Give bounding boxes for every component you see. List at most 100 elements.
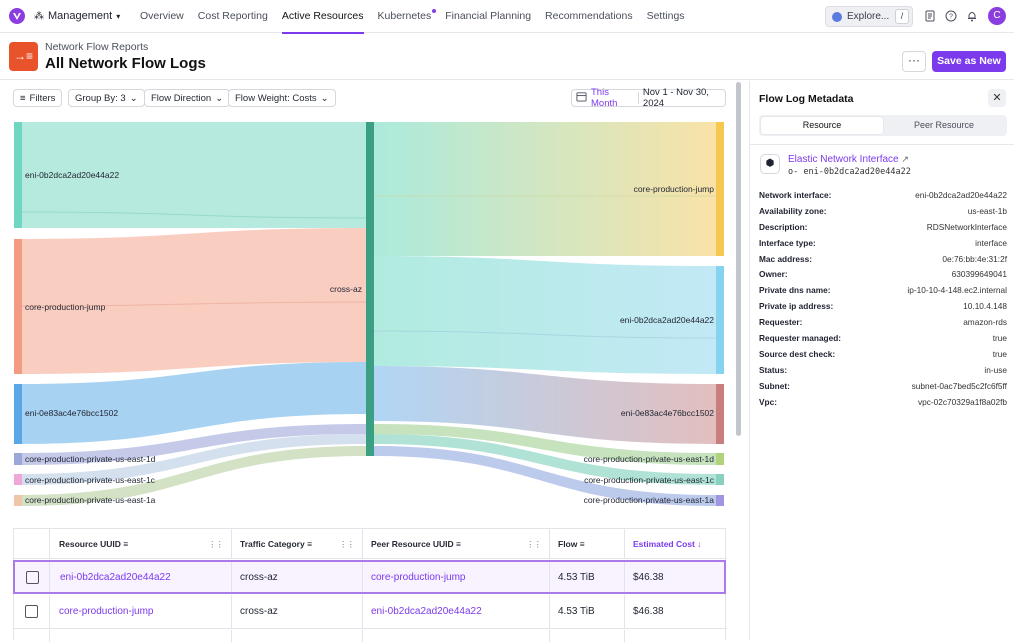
- sankey-link[interactable]: [372, 366, 716, 444]
- resource-type-link[interactable]: Elastic Network Interface ↗: [788, 154, 909, 165]
- cell-traffic-category: [232, 630, 363, 642]
- explore-search[interactable]: Explore... /: [825, 6, 913, 27]
- sort-desc-icon[interactable]: ↓: [697, 539, 702, 549]
- sankey-link[interactable]: [372, 446, 716, 506]
- sankey-link[interactable]: [20, 434, 366, 485]
- cell-estimated-cost: $46.38: [633, 571, 664, 583]
- sankey-node[interactable]: [716, 495, 724, 506]
- column-traffic-category[interactable]: Traffic Category ≡ ⋮⋮: [232, 529, 363, 559]
- help-icon[interactable]: ?: [945, 10, 957, 22]
- sankey-node-label: eni-0e83ac4e76bcc1502: [25, 408, 118, 418]
- panel-title: Flow Log Metadata: [759, 93, 854, 105]
- drag-handle-icon[interactable]: ⋮⋮: [208, 539, 224, 549]
- main-scrollbar[interactable]: [736, 82, 741, 436]
- sankey-link[interactable]: [372, 434, 716, 485]
- sankey-node[interactable]: [14, 453, 22, 465]
- sankey-link[interactable]: [20, 446, 366, 506]
- sankey-node[interactable]: [716, 266, 724, 374]
- org-switcher[interactable]: ⁂ Management ▾: [34, 10, 120, 22]
- group-by-dropdown[interactable]: Group By: 3 ⌄: [68, 89, 145, 107]
- drag-handle-icon[interactable]: ⋮⋮: [339, 539, 355, 549]
- metadata-list: Network interface: eni-0b2dca2ad20e44a22 A…: [759, 190, 1007, 412]
- cell-flow: 4.53 TiB: [550, 595, 625, 628]
- sankey-link[interactable]: [20, 122, 366, 228]
- nav-cost-reporting[interactable]: Cost Reporting: [197, 10, 268, 22]
- metadata-panel: Flow Log Metadata ✕ Resource Peer Resour…: [749, 81, 1014, 640]
- metadata-row: Requester managed: true: [759, 333, 1007, 349]
- sankey-node[interactable]: [14, 474, 22, 485]
- nav-overview[interactable]: Overview: [140, 10, 184, 22]
- sankey-node[interactable]: [716, 474, 724, 485]
- date-range-picker[interactable]: This Month Nov 1 - Nov 30, 2024: [571, 87, 726, 109]
- sankey-node[interactable]: [716, 453, 724, 465]
- cell-flow: [550, 630, 625, 642]
- metadata-row: Network interface: eni-0b2dca2ad20e44a22: [759, 190, 1007, 206]
- nav-recommendations[interactable]: Recommendations: [545, 10, 633, 22]
- drag-handle-icon[interactable]: ⋮⋮: [526, 539, 542, 549]
- sankey-node[interactable]: [14, 384, 22, 444]
- metadata-value: true: [992, 348, 1007, 359]
- sankey-link[interactable]: [372, 256, 716, 374]
- breadcrumb[interactable]: Network Flow Reports: [45, 41, 149, 53]
- docs-icon[interactable]: [924, 10, 936, 22]
- sankey-link[interactable]: [372, 122, 716, 256]
- app-logo-icon[interactable]: [9, 8, 25, 24]
- column-peer-resource-uuid[interactable]: Peer Resource UUID ≡ ⋮⋮: [363, 529, 550, 559]
- sankey-link[interactable]: [20, 362, 366, 444]
- table-row[interactable]: [14, 630, 727, 642]
- cell-resource-uuid[interactable]: core-production-jump: [50, 595, 232, 628]
- save-as-new-button[interactable]: Save as New: [932, 51, 1006, 72]
- sankey-node-label: core-production-private-us-east-1a: [584, 495, 715, 505]
- bell-icon[interactable]: [966, 10, 978, 22]
- close-icon[interactable]: ✕: [988, 89, 1006, 107]
- metadata-row: Source dest check: true: [759, 349, 1007, 365]
- sankey-node[interactable]: [716, 384, 724, 444]
- nav-financial-planning[interactable]: Financial Planning: [445, 10, 532, 22]
- sort-icon[interactable]: ≡: [123, 539, 129, 549]
- sankey-link[interactable]: [372, 424, 716, 465]
- sankey-link[interactable]: [20, 228, 366, 374]
- cell-resource-uuid[interactable]: eni-0b2dca2ad20e44a22: [50, 562, 232, 592]
- nav-active-resources[interactable]: Active Resources: [281, 0, 364, 34]
- nav-kubernetes[interactable]: Kubernetes: [378, 0, 437, 33]
- chart-doc-icon: [25, 605, 38, 618]
- sankey-diagram: eni-0b2dca2ad20e44a22 core-production-ju…: [14, 122, 724, 506]
- sankey-node[interactable]: [14, 239, 22, 374]
- table-row[interactable]: core-production-jump cross-az eni-0b2dca…: [14, 595, 727, 629]
- row-details-icon[interactable]: [15, 562, 50, 592]
- group-by-label: Group By: 3: [75, 92, 126, 104]
- row-details-icon[interactable]: [14, 595, 50, 628]
- flow-direction-dropdown[interactable]: Flow Direction ⌄: [144, 89, 231, 107]
- metadata-row: Vpc: vpc-02c70329a1f8a02fb: [759, 397, 1007, 413]
- flow-weight-dropdown[interactable]: Flow Weight: Costs ⌄: [228, 89, 336, 107]
- sankey-node[interactable]: [716, 122, 724, 256]
- more-options-button[interactable]: ···: [902, 51, 926, 72]
- sankey-link: [19, 301, 367, 307]
- table-row[interactable]: eni-0b2dca2ad20e44a22 cross-az core-prod…: [13, 560, 726, 594]
- sort-icon[interactable]: ≡: [579, 539, 585, 549]
- user-avatar[interactable]: C: [988, 7, 1006, 25]
- column-resource-uuid[interactable]: Resource UUID ≡ ⋮⋮: [50, 529, 232, 559]
- sankey-link[interactable]: [20, 424, 366, 465]
- sort-icon[interactable]: ≡: [307, 539, 313, 549]
- flow-direction-label: Flow Direction: [151, 92, 212, 104]
- date-separator: [637, 92, 639, 104]
- tab-peer-resource[interactable]: Peer Resource: [913, 120, 975, 130]
- column-label: Flow: [558, 539, 578, 549]
- sankey-node[interactable]: [14, 122, 22, 228]
- filters-button[interactable]: ≡ Filters: [13, 89, 63, 107]
- tab-resource[interactable]: Resource: [761, 117, 883, 134]
- metadata-key: Interface type:: [759, 237, 816, 248]
- cell-peer-resource-uuid[interactable]: core-production-jump: [363, 562, 550, 592]
- metadata-value: 0e:76:bb:4e:31:2f: [942, 253, 1007, 264]
- column-flow[interactable]: Flow ≡: [550, 529, 625, 559]
- sankey-node[interactable]: [14, 495, 22, 506]
- column-estimated-cost[interactable]: Estimated Cost ↓: [625, 529, 727, 559]
- cell-peer-resource-uuid[interactable]: eni-0b2dca2ad20e44a22: [363, 595, 550, 628]
- sort-icon[interactable]: ≡: [456, 539, 462, 549]
- nav-settings[interactable]: Settings: [646, 10, 685, 22]
- column-label: Estimated Cost: [633, 539, 695, 549]
- metadata-row: Private dns name: ip-10-10-4-148.ec2.inte…: [759, 285, 1007, 301]
- metadata-value: us-east-1b: [967, 205, 1007, 216]
- sankey-node[interactable]: [366, 122, 374, 456]
